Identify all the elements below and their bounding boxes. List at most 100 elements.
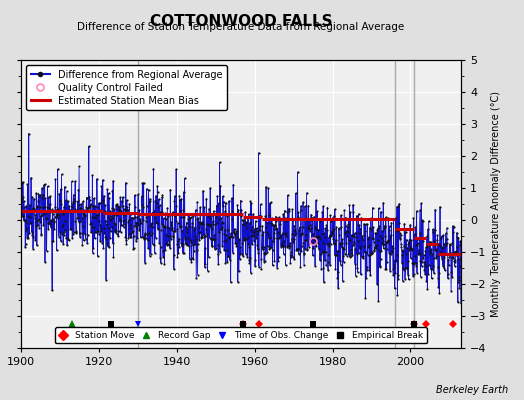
Point: [147, 221, 156, 227]
Point: [263, 220, 271, 226]
Point: [18, 212, 27, 219]
Point: [38, 185, 46, 191]
Point: [38, 195, 46, 201]
Point: [167, 236, 175, 242]
Point: [350, 240, 358, 247]
Point: [295, 227, 303, 233]
Point: [223, 213, 232, 220]
Point: [246, 220, 254, 226]
Point: [171, 193, 179, 199]
Point: [456, 242, 464, 248]
Point: [257, 213, 265, 220]
Point: [160, 215, 168, 222]
Point: [163, 205, 171, 211]
Point: [250, 238, 258, 244]
Point: [247, 200, 255, 206]
Point: [380, 224, 389, 230]
Point: [173, 241, 181, 248]
Point: [52, 206, 60, 213]
Point: [268, 262, 277, 269]
Point: [434, 240, 443, 247]
Point: [213, 242, 222, 248]
Point: [157, 260, 165, 266]
Point: [436, 234, 445, 241]
Point: [418, 217, 427, 223]
Point: [314, 226, 322, 233]
Point: [135, 227, 144, 234]
Point: [78, 230, 86, 236]
Point: [292, 190, 300, 196]
Point: [32, 190, 40, 196]
Point: [408, 260, 417, 266]
Point: [57, 201, 66, 207]
Point: [315, 246, 323, 252]
Point: [428, 251, 436, 258]
Point: [179, 189, 188, 195]
Point: [244, 234, 252, 240]
Point: [144, 187, 152, 193]
Point: [168, 227, 176, 234]
Point: [388, 245, 397, 251]
Point: [376, 264, 385, 270]
Point: [379, 245, 388, 252]
Point: [257, 266, 265, 272]
Point: [89, 245, 97, 252]
Point: [324, 252, 333, 258]
Point: [73, 198, 82, 204]
Point: [121, 216, 129, 223]
Point: [276, 233, 284, 240]
Point: [365, 266, 374, 273]
Point: [375, 246, 383, 253]
Point: [26, 220, 34, 226]
Point: [235, 236, 243, 242]
Point: [65, 203, 73, 209]
Point: [402, 251, 410, 257]
Point: [138, 180, 147, 186]
Point: [255, 263, 263, 270]
Point: [238, 251, 246, 257]
Point: [167, 222, 175, 228]
Point: [417, 250, 425, 256]
Point: [171, 213, 180, 219]
Point: [195, 229, 204, 235]
Point: [170, 266, 178, 272]
Point: [75, 202, 84, 208]
Point: [28, 205, 37, 212]
Point: [128, 214, 136, 221]
Point: [154, 204, 162, 210]
Text: Berkeley Earth: Berkeley Earth: [436, 385, 508, 395]
Point: [19, 217, 28, 223]
Point: [172, 203, 181, 209]
Point: [85, 197, 94, 204]
Point: [280, 242, 288, 249]
Point: [359, 255, 368, 261]
Point: [220, 230, 228, 237]
Point: [264, 243, 272, 250]
Point: [35, 225, 43, 232]
Point: [69, 192, 78, 198]
Point: [20, 217, 28, 223]
Point: [321, 225, 329, 232]
Point: [194, 230, 203, 236]
Point: [433, 232, 442, 238]
Point: [299, 199, 307, 205]
Point: [150, 208, 158, 214]
Point: [425, 250, 434, 256]
Point: [50, 226, 59, 232]
Point: [98, 239, 106, 246]
Point: [429, 229, 438, 235]
Point: [394, 276, 402, 283]
Point: [209, 221, 217, 227]
Point: [54, 206, 62, 212]
Point: [92, 211, 100, 218]
Point: [303, 246, 311, 252]
Point: [226, 233, 234, 240]
Point: [365, 224, 374, 231]
Point: [63, 208, 72, 214]
Point: [206, 224, 215, 230]
Point: [318, 248, 326, 255]
Point: [85, 204, 93, 210]
Point: [169, 233, 177, 239]
Point: [359, 243, 368, 249]
Point: [418, 218, 426, 224]
